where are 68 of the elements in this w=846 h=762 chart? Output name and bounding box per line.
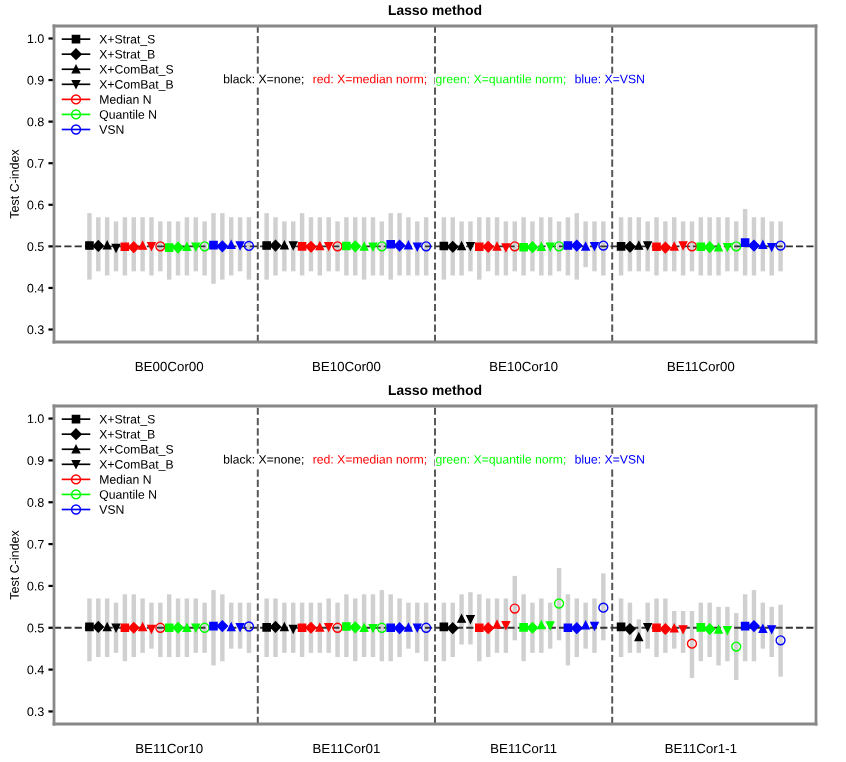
point bbox=[305, 621, 317, 634]
point bbox=[324, 623, 333, 632]
point bbox=[420, 622, 432, 633]
point bbox=[457, 614, 466, 623]
point bbox=[466, 615, 475, 624]
point bbox=[526, 621, 539, 634]
point bbox=[297, 623, 307, 633]
point bbox=[164, 623, 174, 633]
point bbox=[368, 623, 378, 633]
point bbox=[723, 625, 732, 635]
point bbox=[199, 622, 210, 633]
point bbox=[359, 623, 369, 633]
point bbox=[404, 623, 413, 632]
point bbox=[659, 623, 672, 635]
point bbox=[482, 622, 494, 634]
point bbox=[696, 623, 706, 632]
point bbox=[634, 632, 644, 642]
point bbox=[545, 621, 555, 630]
point bbox=[243, 621, 255, 632]
point bbox=[678, 625, 688, 634]
point bbox=[216, 620, 229, 632]
point bbox=[280, 622, 289, 632]
point bbox=[492, 620, 502, 629]
point bbox=[686, 638, 698, 649]
point bbox=[155, 622, 166, 633]
point bbox=[519, 623, 528, 632]
point bbox=[172, 621, 184, 634]
point bbox=[332, 622, 343, 633]
point bbox=[85, 622, 94, 632]
point bbox=[731, 641, 742, 652]
point bbox=[376, 622, 387, 633]
point bbox=[226, 622, 236, 632]
point bbox=[767, 625, 777, 634]
point bbox=[386, 623, 396, 633]
point bbox=[138, 622, 147, 632]
point bbox=[590, 621, 599, 631]
point bbox=[624, 623, 636, 635]
point bbox=[235, 623, 245, 632]
point bbox=[563, 623, 573, 633]
point bbox=[598, 602, 609, 613]
point bbox=[102, 622, 112, 632]
point bbox=[553, 598, 565, 609]
point bbox=[474, 623, 484, 633]
point bbox=[92, 621, 105, 633]
point bbox=[147, 624, 156, 634]
point bbox=[652, 623, 661, 633]
point bbox=[581, 620, 590, 630]
point bbox=[342, 622, 351, 631]
point bbox=[501, 620, 511, 630]
point bbox=[191, 623, 201, 633]
point bbox=[714, 625, 723, 634]
point bbox=[120, 623, 130, 633]
point bbox=[182, 623, 192, 633]
point bbox=[669, 623, 679, 633]
point bbox=[349, 621, 362, 634]
point bbox=[111, 623, 121, 633]
point bbox=[748, 620, 760, 632]
point bbox=[758, 624, 768, 633]
point bbox=[509, 603, 520, 614]
point bbox=[209, 621, 218, 631]
point bbox=[643, 623, 652, 632]
point bbox=[262, 623, 271, 632]
point bbox=[412, 623, 422, 633]
point bbox=[288, 624, 298, 634]
point bbox=[775, 635, 786, 646]
point bbox=[315, 623, 325, 632]
point bbox=[537, 620, 546, 630]
point bbox=[269, 621, 282, 633]
